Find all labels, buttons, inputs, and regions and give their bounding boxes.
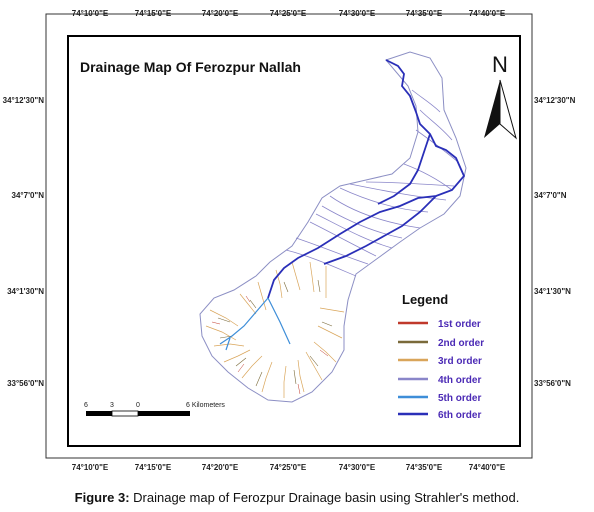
legend-item: 2nd order: [398, 338, 484, 349]
streams-5th: [219, 297, 291, 351]
legend-item: 6th order: [398, 410, 481, 421]
right-tick-label: 34°12'30"N: [534, 96, 576, 105]
right-tick-label: 34°7'0"N: [534, 191, 567, 200]
top-tick-label: 74°20'0"E: [202, 9, 239, 18]
top-tick-labels: 74°10'0"E 74°15'0"E 74°20'0"E 74°25'0"E …: [72, 9, 506, 18]
left-tick-label: 34°7'0"N: [12, 191, 45, 200]
legend-title: Legend: [402, 292, 448, 307]
legend-label: 2nd order: [438, 338, 484, 349]
caption-text: Drainage map of Ferozpur Drainage basin …: [129, 490, 520, 505]
scale-bar: 6 3 0 6 Kilometers: [84, 402, 225, 417]
basin-outline: [199, 51, 467, 403]
scale-label: 6: [84, 402, 88, 409]
bottom-tick-label: 74°20'0"E: [202, 463, 239, 472]
right-tick-label: 33°56'0"N: [534, 379, 571, 388]
left-tick-label: 34°12'30"N: [3, 96, 45, 105]
bottom-tick-label: 74°10'0"E: [72, 463, 109, 472]
top-tick-label: 74°25'0"E: [270, 9, 307, 18]
legend-item: 5th order: [398, 393, 481, 404]
bottom-tick-label: 74°35'0"E: [406, 463, 443, 472]
legend-item: 4th order: [398, 375, 481, 386]
left-tick-labels: 34°12'30"N 34°7'0"N 34°1'30"N 33°56'0"N: [3, 96, 45, 388]
map-inner-frame: [67, 35, 521, 447]
lower-streams-2nd: [217, 279, 333, 387]
top-tick-label: 74°10'0"E: [72, 9, 109, 18]
bottom-tick-labels: 74°10'0"E 74°15'0"E 74°20'0"E 74°25'0"E …: [72, 463, 506, 472]
map-outer-frame: [45, 13, 533, 459]
caption-prefix: Figure 3:: [74, 490, 130, 505]
upper-streams: [285, 89, 459, 277]
left-tick-label: 34°1'30"N: [7, 287, 44, 296]
top-tick-label: 74°35'0"E: [406, 9, 443, 18]
legend-label: 6th order: [438, 410, 481, 421]
scale-label: 0: [136, 402, 140, 409]
scale-label: 6 Kilometers: [186, 402, 225, 409]
legend-item: 3rd order: [398, 356, 482, 367]
legend: Legend 1st order 2nd order 3rd order 4th…: [398, 292, 484, 421]
left-tick-label: 33°56'0"N: [7, 379, 44, 388]
scale-label: 3: [110, 402, 114, 409]
bottom-tick-label: 74°25'0"E: [270, 463, 307, 472]
legend-item: 1st order: [398, 319, 481, 330]
north-label: N: [492, 52, 508, 77]
right-tick-labels: 34°12'30"N 34°7'0"N 34°1'30"N 33°56'0"N: [534, 96, 576, 388]
bottom-tick-label: 74°30'0"E: [339, 463, 376, 472]
legend-label: 5th order: [438, 393, 481, 404]
north-arrow: N: [484, 52, 517, 140]
right-tick-label: 34°1'30"N: [534, 287, 571, 296]
top-tick-label: 74°30'0"E: [339, 9, 376, 18]
lower-streams-1st: [211, 295, 329, 395]
drainage-map: 74°10'0"E 74°15'0"E 74°20'0"E 74°25'0"E …: [3, 9, 576, 472]
lower-streams-3rd: [205, 261, 345, 398]
legend-label: 1st order: [438, 319, 481, 330]
legend-label: 3rd order: [438, 356, 482, 367]
figure-caption: Figure 3: Drainage map of Ferozpur Drain…: [0, 490, 594, 505]
bottom-tick-label: 74°40'0"E: [469, 463, 506, 472]
bottom-tick-label: 74°15'0"E: [135, 463, 172, 472]
streams-6th: [267, 59, 466, 299]
top-tick-label: 74°40'0"E: [469, 9, 506, 18]
legend-label: 4th order: [438, 375, 481, 386]
top-tick-label: 74°15'0"E: [135, 9, 172, 18]
map-title: Drainage Map Of Ferozpur Nallah: [80, 59, 301, 75]
